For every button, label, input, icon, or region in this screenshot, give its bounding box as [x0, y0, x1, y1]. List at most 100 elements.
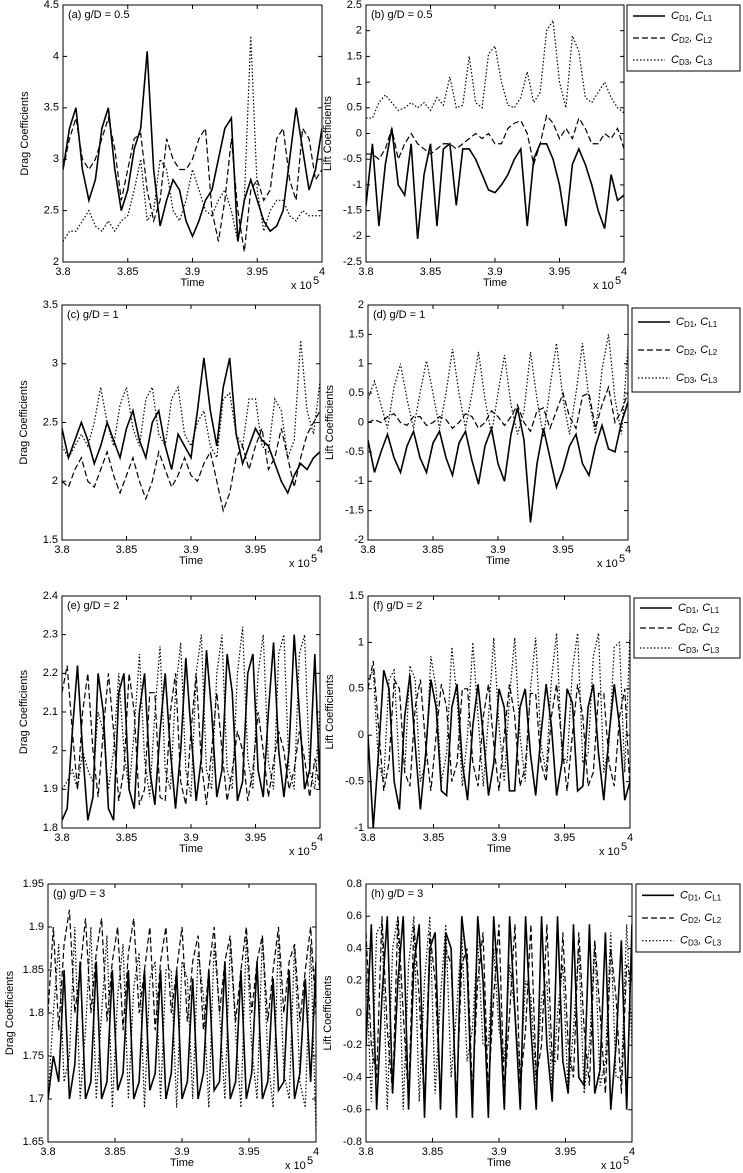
y-tick-label: 0.5: [349, 683, 364, 695]
legend-text-part: L2: [708, 348, 717, 357]
y-tick-label: -0.5: [345, 446, 364, 458]
y-tick-label: 3: [52, 358, 58, 370]
x-exponent: 5: [623, 1155, 629, 1167]
x-tick-label: 4: [317, 832, 323, 844]
x-tick-label: 3.95: [238, 1146, 259, 1158]
x-tick-label: 3.8: [55, 266, 70, 278]
x-tick-label: 4: [627, 832, 633, 844]
legend-text-part: , C: [689, 54, 703, 66]
x-tick-label: 3.9: [487, 266, 502, 278]
y-tick-label: 1.5: [349, 590, 364, 602]
legend-text-part: C: [671, 54, 679, 66]
x-tick-label: 4: [319, 266, 325, 278]
x-multiplier: x 10: [601, 1160, 622, 1172]
y-tick-label: 0: [358, 729, 364, 741]
legend-text-part: L2: [703, 36, 712, 45]
x-tick-label: 3.9: [183, 544, 198, 556]
y-tick-label: 2.5: [44, 205, 59, 217]
legend-text-part: D1: [686, 606, 697, 615]
axes-frame: [61, 595, 321, 829]
legend-text-part: D3: [684, 376, 695, 385]
y-tick-label: 1: [358, 358, 364, 370]
panel-label: (h) g/D = 3: [371, 888, 423, 900]
y-tick-label: 0.8: [347, 878, 362, 890]
series-line: [368, 660, 630, 791]
x-tick-label: 3.95: [552, 544, 573, 556]
series-line: [62, 410, 320, 513]
series-line: [366, 18, 624, 119]
x-tick-label: 3.9: [185, 266, 200, 278]
x-exponent: 5: [307, 1155, 313, 1167]
x-exponent: 5: [621, 841, 627, 853]
panel-label: (a) g/D = 0.5: [68, 9, 129, 21]
x-tick-label: 4: [629, 1146, 635, 1158]
x-exponent: 5: [313, 275, 319, 287]
panel-label: (d) g/D = 1: [373, 309, 425, 321]
legend-label: CD2, CL2: [671, 32, 713, 45]
legend-text-part: C: [676, 372, 684, 384]
legend-text-part: D1: [688, 893, 699, 902]
x-tick-label: 4: [625, 544, 631, 556]
x-axis-label: Time: [179, 555, 203, 567]
y-tick-label: 3.5: [43, 299, 58, 311]
panel-label: (f) g/D = 2: [373, 600, 422, 612]
y-axis-label: Drag Coefficients: [18, 669, 30, 754]
y-tick-label: 2: [52, 745, 58, 757]
x-tick-label: 3.95: [245, 544, 266, 556]
legend-text-part: C: [680, 935, 688, 947]
y-tick-label: -0.6: [343, 1104, 362, 1116]
series-line: [368, 632, 630, 787]
legend-text-part: L3: [708, 376, 717, 385]
y-tick-label: -1.5: [343, 205, 362, 217]
legend-text-part: , C: [696, 642, 710, 654]
x-tick-label: 3.8: [40, 1146, 55, 1158]
axes-frame: [365, 4, 625, 263]
x-tick-label: 3.9: [183, 832, 198, 844]
y-tick-label: -0.5: [343, 153, 362, 165]
legend-text-part: C: [678, 602, 686, 614]
series-line: [48, 961, 316, 1100]
y-tick-label: 4: [53, 50, 59, 62]
legend-label: CD3, CL3: [671, 54, 713, 67]
series-line: [368, 401, 628, 523]
legend-text-part: C: [676, 316, 684, 328]
series-line: [63, 51, 322, 242]
y-tick-label: 1: [356, 76, 362, 88]
series-line: [62, 626, 320, 798]
x-tick-label: 3.85: [422, 1146, 443, 1158]
series-line: [366, 114, 624, 167]
legend-text-part: , C: [689, 10, 703, 22]
y-tick-label: -0.2: [343, 1039, 362, 1051]
y-tick-label: 2: [53, 256, 59, 268]
x-multiplier: x 10: [285, 1160, 306, 1172]
y-axis-label: Lift Coefficients: [322, 975, 334, 1051]
legend-text-part: L3: [703, 58, 712, 67]
y-axis-label: Lift Coefficients: [324, 385, 336, 461]
axes-frame: [367, 304, 629, 541]
legend-text-part: , C: [694, 344, 708, 356]
x-axis-label: Time: [486, 555, 510, 567]
x-tick-label: 3.85: [420, 266, 441, 278]
x-tick-label: 4: [317, 544, 323, 556]
panel-label: (e) g/D = 2: [67, 600, 119, 612]
legend-label: CD2, CL2: [676, 344, 718, 357]
x-tick-label: 3.95: [247, 266, 268, 278]
x-exponent: 5: [615, 275, 621, 287]
y-tick-label: 1.5: [349, 328, 364, 340]
y-axis-label: Lift Coefficients: [322, 96, 334, 172]
y-tick-label: 2: [358, 299, 364, 311]
y-tick-label: 2: [52, 475, 58, 487]
legend-text-part: L2: [710, 626, 719, 635]
x-exponent: 5: [311, 553, 317, 565]
legend-text-part: C: [678, 642, 686, 654]
legend-text-part: D2: [688, 916, 699, 925]
x-axis-label: Time: [179, 843, 203, 855]
y-tick-label: 1.95: [23, 878, 44, 890]
legend-text-part: C: [680, 912, 688, 924]
series-line: [368, 384, 628, 433]
axes-frame: [61, 304, 321, 541]
x-tick-label: 3.8: [358, 1146, 373, 1158]
x-axis-label: Time: [487, 1157, 511, 1169]
legend-text-part: , C: [698, 935, 712, 947]
